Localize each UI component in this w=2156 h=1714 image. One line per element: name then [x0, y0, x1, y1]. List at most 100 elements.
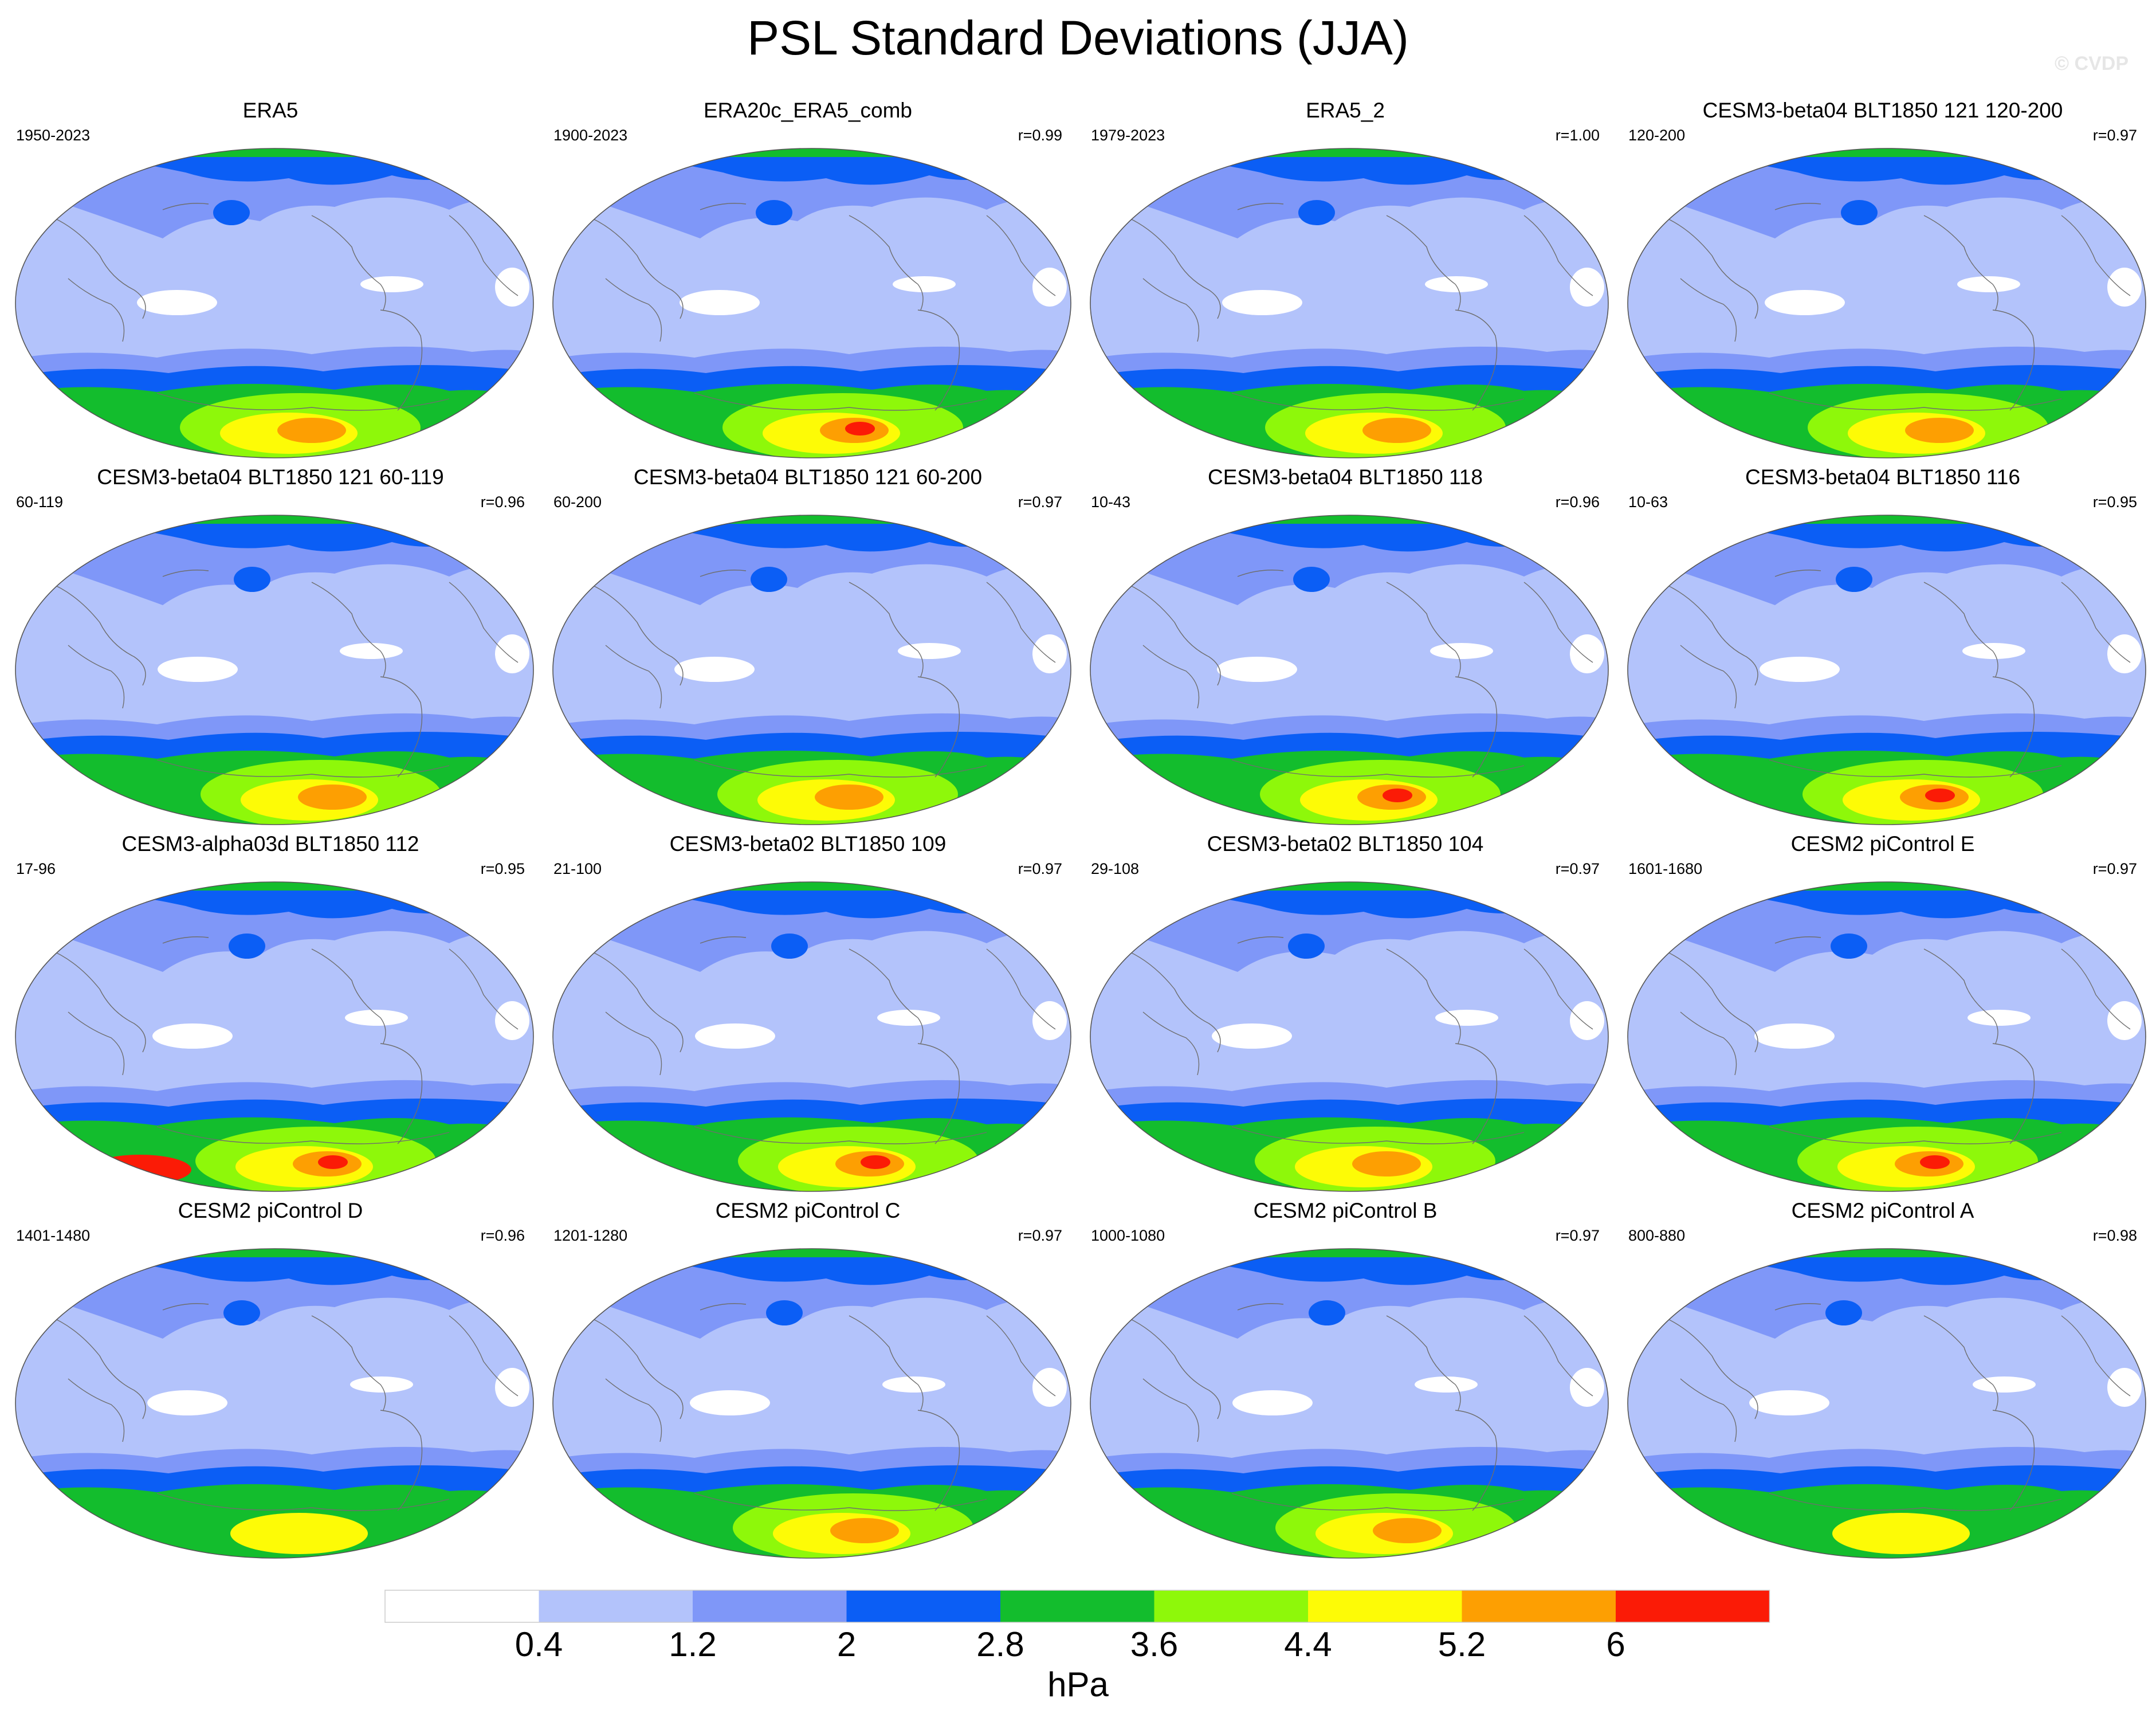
coastline [585, 1315, 684, 1419]
panel-pattern-correlation: r=0.97 [1555, 860, 1600, 877]
panel-years: 17-96 [16, 860, 56, 877]
coastline [1455, 309, 1498, 411]
map-panel: CESM3-beta04 BLT1850 121 60-200 60-200 r=0… [542, 464, 1074, 831]
coastline [917, 309, 960, 411]
north-pacific-high-sd [766, 1300, 803, 1325]
tropical-minimum [1032, 1001, 1067, 1040]
tropical-minimum [1968, 1010, 2031, 1026]
panel-title: CESM3-beta04 BLT1850 121 60-119 [97, 465, 444, 489]
coastline [1774, 203, 1821, 210]
tropical-minimum [1749, 1390, 1829, 1415]
robinson-map [15, 148, 534, 458]
panel-years: 60-119 [16, 493, 64, 511]
colorbar-tick-label: 3.6 [1130, 1625, 1178, 1664]
coastline [1455, 1043, 1498, 1144]
panel-pattern-correlation: r=0.96 [1555, 493, 1600, 511]
colorbar-tick-label: 5.2 [1438, 1625, 1486, 1664]
robinson-map [1627, 515, 2146, 825]
coastline [1231, 1493, 1525, 1511]
coastline [917, 676, 960, 778]
panel-years: 800-880 [1628, 1227, 1686, 1244]
robinson-map [1090, 881, 1609, 1192]
map-outline [1627, 148, 2146, 458]
southern-ocean-core [815, 785, 883, 810]
panel-years: 1979-2023 [1091, 127, 1165, 144]
coastline [1992, 309, 2035, 411]
tropical-minimum [495, 634, 529, 673]
coastline [311, 215, 386, 311]
tropical-minimum [350, 1376, 413, 1393]
map-panel: CESM2 piControl E 1601-1680 r=0.97 [1617, 831, 2149, 1198]
north-pacific-high-sd [234, 567, 270, 592]
map-panel: ERA20c_ERA5_comb 1900-2023 r=0.99 [542, 97, 1074, 464]
panel-title: CESM2 piControl A [1791, 1199, 1974, 1222]
coastline [156, 393, 450, 411]
north-pacific-high-sd [1831, 934, 1867, 959]
coastline [1386, 215, 1461, 311]
coastline [1455, 1410, 1498, 1511]
panel-years: 120-200 [1628, 127, 1686, 144]
coastline [1122, 948, 1221, 1053]
map-panel: CESM3-beta02 BLT1850 109 21-100 r=0.97 [542, 831, 1074, 1198]
robinson-map [552, 881, 1071, 1192]
map-outline [15, 881, 534, 1192]
map-panel: ERA5_2 1979-2023 r=1.00 [1079, 97, 1611, 464]
coastline [1231, 1126, 1525, 1144]
coastline [1769, 759, 2062, 778]
panel-pattern-correlation: r=0.97 [2092, 860, 2137, 877]
southern-ocean-max [845, 422, 875, 436]
coastline [917, 1410, 960, 1511]
coastline [380, 676, 423, 778]
coastline [1992, 676, 2035, 778]
robinson-map [1090, 1248, 1609, 1559]
southern-ocean-core [1373, 1518, 1442, 1543]
panel-title: CESM3-beta02 BLT1850 109 [669, 832, 947, 856]
southern-ocean-core [298, 785, 367, 810]
colorbar-swatch [846, 1590, 1000, 1622]
southern-ocean-core [830, 1518, 899, 1543]
colorbar-tick-label: 2 [837, 1625, 856, 1664]
north-pacific-high-sd [1825, 1300, 1862, 1325]
coastline [1680, 278, 1737, 342]
coastline [68, 1011, 125, 1076]
colorbar-unit: hPa [1047, 1665, 1109, 1704]
map-outline [552, 1248, 1071, 1559]
tropical-minimum [1222, 290, 1302, 315]
coastline [1923, 1315, 1998, 1411]
coastline [162, 203, 209, 210]
coastline [156, 1126, 450, 1144]
map-outline [1090, 881, 1609, 1192]
coastline [380, 1043, 423, 1144]
coastline [1660, 215, 1758, 319]
colorbar-tick-label: 6 [1606, 1625, 1625, 1664]
map-panel: CESM3-beta04 BLT1850 121 60-119 60-119 r=0… [5, 464, 536, 831]
coastline [849, 215, 924, 311]
coastline [1923, 215, 1998, 311]
panel-title: CESM2 piControl D [178, 1199, 363, 1222]
tropical-minimum [1570, 1001, 1604, 1040]
north-pacific-high-sd [1288, 934, 1325, 959]
tropical-minimum [495, 1001, 529, 1040]
tropical-minimum [495, 1368, 529, 1407]
panel-years: 10-63 [1628, 493, 1668, 511]
coastline [986, 215, 1056, 296]
tropical-minimum [147, 1390, 227, 1415]
panel-title: CESM2 piControl B [1253, 1199, 1438, 1222]
tropical-minimum [1570, 268, 1604, 307]
map-panel: CESM3-beta04 BLT1850 121 120-200 120-200 r… [1617, 97, 2149, 464]
map-panel: CESM2 piControl D 1401-1480 r=0.96 [5, 1198, 536, 1564]
panel-years: 1950-2023 [16, 127, 91, 144]
coastline [1774, 1303, 1821, 1311]
map-outline [1090, 148, 1609, 458]
coastline [2061, 948, 2131, 1030]
panel-pattern-correlation: r=0.97 [1018, 493, 1062, 511]
tropical-minimum [1570, 1368, 1604, 1407]
coastline [1122, 215, 1221, 319]
figure-title: PSL Standard Deviations (JJA) [747, 11, 1409, 65]
coastline [2061, 1315, 2131, 1397]
robinson-map [552, 148, 1071, 458]
robinson-map [15, 1248, 534, 1559]
tropical-minimum [152, 1023, 233, 1049]
coastline [700, 936, 747, 944]
coastline [162, 1303, 209, 1311]
